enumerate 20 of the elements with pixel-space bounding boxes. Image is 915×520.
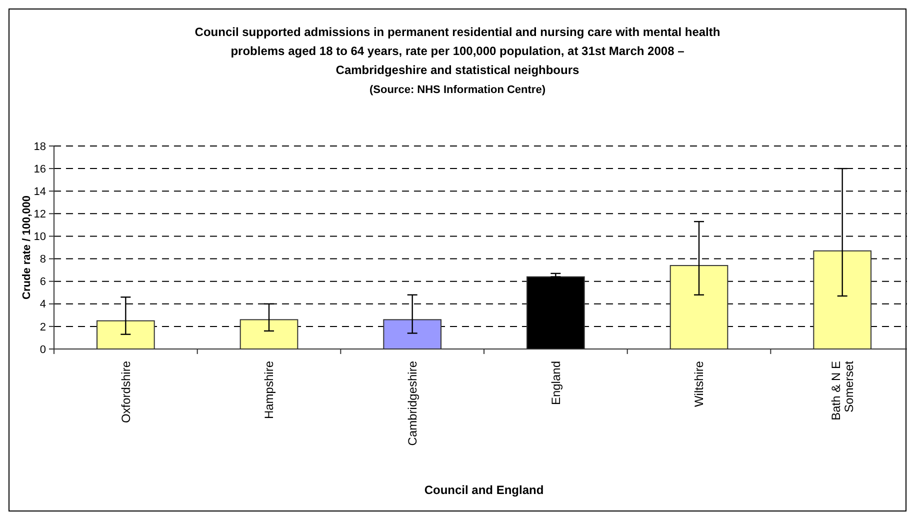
y-tick-label: 6 xyxy=(40,276,46,288)
y-tick-label: 2 xyxy=(40,321,46,334)
y-tick-label: 16 xyxy=(34,163,46,176)
y-tick-label: 8 xyxy=(40,254,46,266)
x-tick-label: Cambridgeshire xyxy=(406,360,420,446)
x-tick-label: Wiltshire xyxy=(692,360,706,408)
y-tick-label: 14 xyxy=(34,186,46,198)
chart-subtitle: (Source: NHS Information Centre) xyxy=(369,84,546,96)
y-tick-label: 12 xyxy=(34,208,46,221)
y-tick-label: 18 xyxy=(34,140,46,153)
y-axis-title: Crude rate / 100,000 xyxy=(21,196,33,300)
x-axis-title: Council and England xyxy=(424,483,544,497)
x-tick-label: Bath & N E Somerset xyxy=(828,360,856,420)
y-tick-label: 10 xyxy=(34,231,46,244)
chart-title: Council supported admissions in permanent residential and nursing care with mental health problems aged 18 to 64 years, rate per 100,000 population, at 31st March 2008 – Cambridgeshire and statistical neighbours xyxy=(194,25,720,77)
y-tick-label: 0 xyxy=(40,344,46,356)
x-tick-label: England xyxy=(548,361,563,406)
x-tick-label: Oxfordshire xyxy=(118,360,133,424)
y-tick-label: 4 xyxy=(40,298,46,311)
x-tick-label: Hampshire xyxy=(262,360,276,420)
